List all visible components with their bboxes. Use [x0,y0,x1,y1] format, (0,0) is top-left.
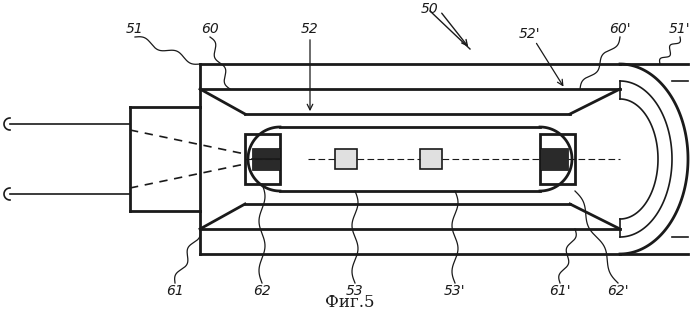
Bar [252,148,280,170]
Text: 52': 52' [519,27,541,41]
Text: 62': 62' [607,284,629,298]
Text: Фиг.5: Фиг.5 [325,294,374,311]
Bar [335,149,357,169]
Text: 52: 52 [301,22,319,36]
Text: 62: 62 [253,284,271,298]
Text: 50: 50 [421,2,439,16]
Bar [245,134,280,184]
Text: 53: 53 [346,284,364,298]
Text: 51': 51' [669,22,691,36]
Text: 60': 60' [610,22,630,36]
Text: 60: 60 [201,22,219,36]
Text: 61: 61 [166,284,184,298]
Text: 51: 51 [126,22,144,36]
Bar [420,149,442,169]
Bar [540,148,568,170]
Bar [540,134,575,184]
Text: 53': 53' [444,284,466,298]
Text: 61': 61' [549,284,571,298]
